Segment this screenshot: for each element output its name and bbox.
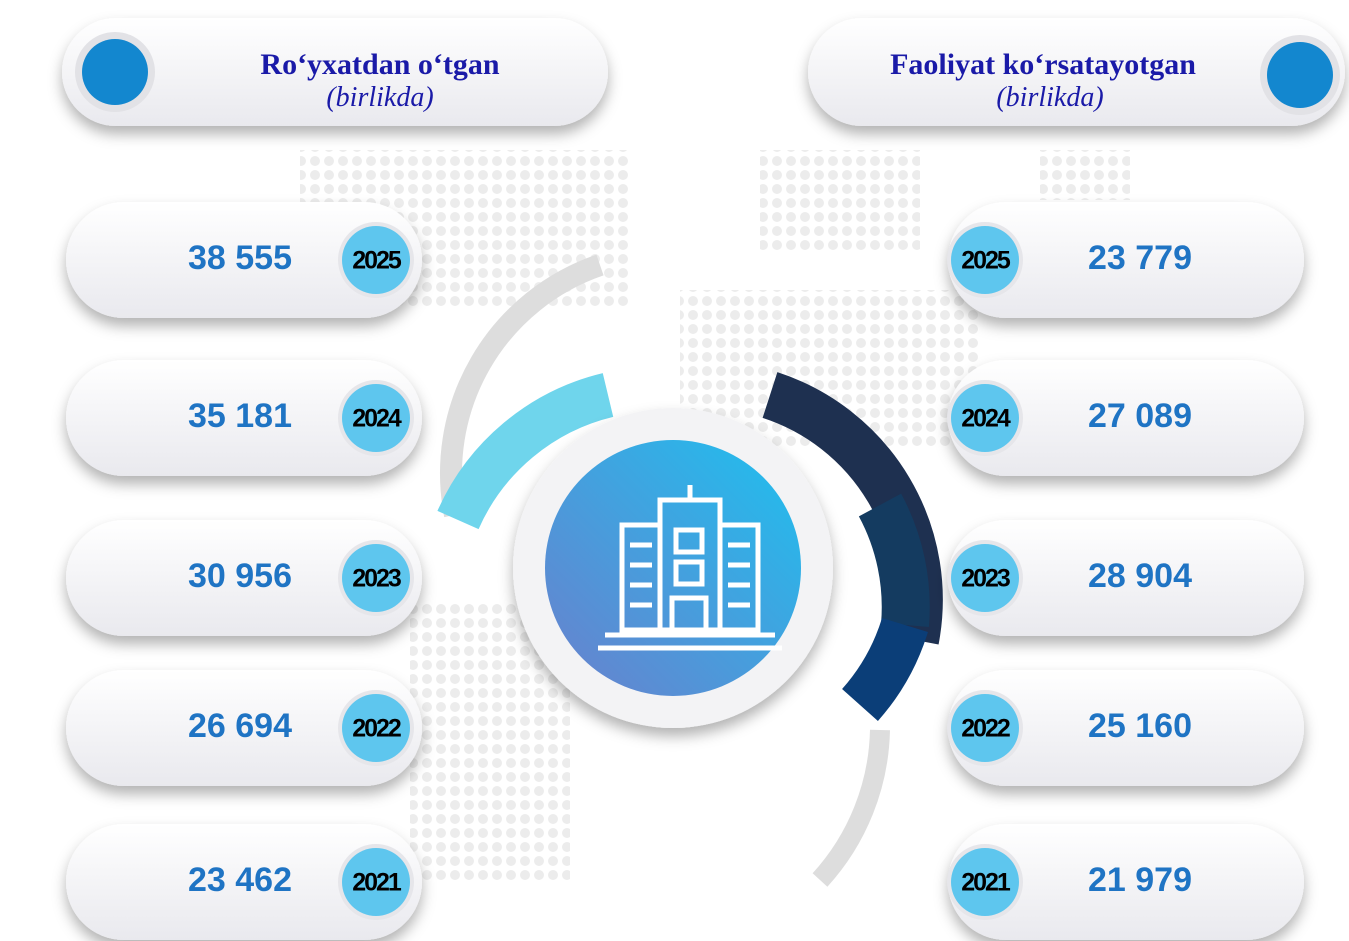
row-value: 21 979: [1088, 861, 1192, 899]
row-pill: [66, 824, 422, 940]
row-value: 25 160: [1088, 707, 1192, 745]
row-pill: [66, 670, 422, 786]
row-value: 38 555: [188, 239, 292, 277]
row-pill: [66, 360, 422, 476]
row-pill: [948, 520, 1304, 636]
row-value: 27 089: [1088, 397, 1192, 435]
row-value: 30 956: [188, 557, 292, 595]
left-subtitle: (birlikda): [326, 82, 433, 113]
year-circle: [342, 544, 410, 612]
year-circle: [951, 384, 1019, 452]
row-year: 2022: [352, 715, 401, 743]
year-circle: [951, 226, 1019, 294]
right-subtitle: (birlikda): [996, 82, 1103, 113]
year-circle: [342, 226, 410, 294]
row-pill: [948, 202, 1304, 318]
center-emblem: [437, 254, 943, 887]
year-circle: [342, 694, 410, 762]
row-year: 2023: [352, 565, 401, 593]
row-pill: [66, 202, 422, 318]
row-value: 26 694: [188, 707, 292, 745]
background-map: [300, 150, 1130, 880]
left-header: Ro‘yxatdan o‘tgan (birlikda): [62, 18, 608, 126]
row-year: 2025: [961, 247, 1011, 275]
row-value: 23 462: [188, 861, 292, 899]
row-year: 2022: [961, 715, 1010, 743]
row-pill: [948, 670, 1304, 786]
row-year: 2021: [961, 869, 1011, 897]
row-year: 2024: [352, 405, 402, 433]
row-year: 2021: [352, 869, 402, 897]
row-pill: [66, 520, 422, 636]
year-circle: [951, 544, 1019, 612]
right-title: Faoliyat ko‘rsatayotgan: [890, 48, 1196, 81]
year-circle: [951, 848, 1019, 916]
left-title: Ro‘yxatdan o‘tgan: [260, 48, 499, 81]
year-circle: [951, 694, 1019, 762]
row-value: 28 904: [1088, 557, 1192, 595]
right-header: Faoliyat ko‘rsatayotgan (birlikda): [808, 18, 1345, 126]
row-year: 2025: [352, 247, 402, 275]
row-pill: [948, 824, 1304, 940]
rows: 38 555 2025 35 181 2024 30 956 2023 26 694 2022…: [66, 202, 1304, 940]
row-year: 2023: [961, 565, 1010, 593]
year-circle: [342, 848, 410, 916]
row-pill: [948, 360, 1304, 476]
row-value: 23 779: [1088, 239, 1192, 277]
year-circle: [342, 384, 410, 452]
row-value: 35 181: [188, 397, 292, 435]
row-year: 2024: [961, 405, 1011, 433]
